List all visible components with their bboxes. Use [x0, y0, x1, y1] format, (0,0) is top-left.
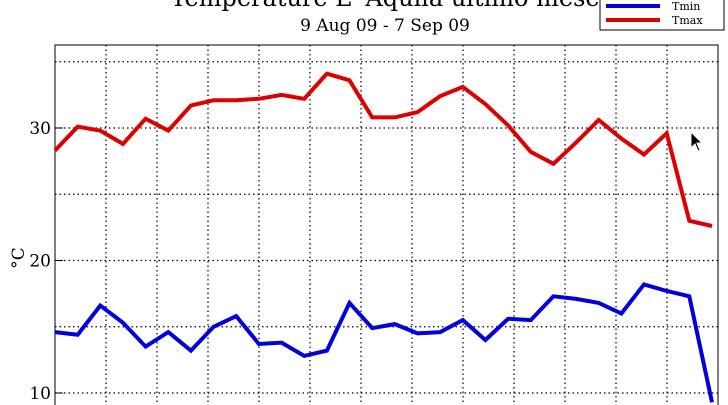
plot-area: 10 20 30 [29, 44, 719, 405]
plot-frame [54, 44, 719, 405]
chart-subtitle: 9 Aug 09 - 7 Sep 09 [300, 16, 470, 36]
legend-tmax-label: Tmax [672, 14, 703, 27]
series-line-tmax [53, 71, 713, 228]
y-tick-label: 20 [29, 252, 51, 272]
y-axis-label: °C [9, 247, 29, 269]
y-axis-ticks: 10 20 30 [29, 119, 63, 404]
series-line-tmin [54, 282, 714, 403]
series-lines [53, 71, 714, 403]
chart-title: Temperature L' Aquila ultimo mese [170, 0, 599, 12]
legend: Tmin Tmax [599, 0, 725, 31]
mouse-pointer-icon [690, 131, 704, 152]
legend-tmin-label: Tmin [672, 0, 700, 13]
y-tick-label: 10 [29, 384, 51, 404]
grid-lines [55, 45, 718, 405]
y-tick-label: 30 [29, 119, 51, 139]
